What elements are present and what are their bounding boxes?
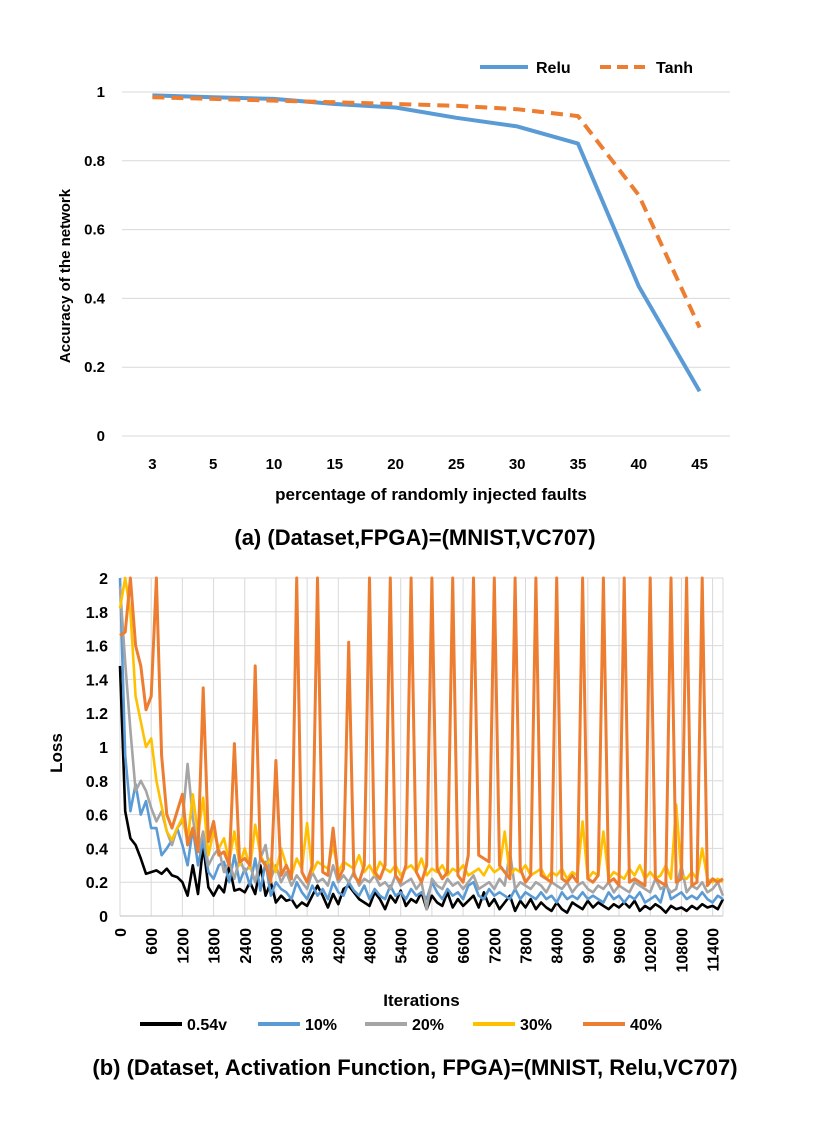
x-tick-label: 600 (144, 928, 161, 955)
y-tick-label: 1.8 (86, 605, 108, 622)
legend-label: 20% (412, 1017, 444, 1034)
series-line-tanh (152, 95, 702, 329)
series-line-30pct (118, 576, 724, 884)
x-tick-label: 6600 (456, 928, 473, 964)
legend-label: 40% (630, 1017, 662, 1034)
x-tick-label: 3 (148, 456, 156, 473)
y-tick-label: 2 (99, 571, 108, 588)
chart-loss-vs-iterations: 0 0.2 0.4 0.6 0.8 1 1.2 1.4 1.6 1.8 2 0 600 1200 1800 2… (47, 571, 738, 1080)
x-tick-label: 1800 (207, 928, 224, 964)
y-tick-label: 0.6 (86, 808, 108, 825)
y-tick-label: 1.2 (86, 706, 108, 723)
y-axis-label: Loss (47, 733, 66, 773)
caption-b: (b) (Dataset, Activation Function, FPGA)… (92, 1055, 737, 1080)
x-tick-label: 10800 (674, 928, 691, 973)
x-tick-label: 4800 (363, 928, 380, 964)
legend-label: 10% (305, 1017, 337, 1034)
x-tick-label: 10 (266, 456, 283, 473)
x-tick-label: 5 (209, 456, 217, 473)
y-tick-label: 0.8 (84, 153, 105, 170)
x-tick-label: 11400 (706, 928, 723, 972)
series-line-relu (152, 93, 702, 393)
y-tick-label: 0.4 (84, 290, 106, 307)
y-tick-label: 0.4 (86, 841, 108, 858)
x-tick-label: 4200 (331, 928, 348, 964)
x-tick-label: 6000 (425, 928, 442, 964)
x-tick-label: 8400 (550, 928, 567, 964)
x-tick-label: 2400 (238, 928, 255, 964)
legend-label: Tanh (656, 60, 693, 77)
legend-label: 30% (520, 1017, 552, 1034)
x-tick-label: 1200 (175, 928, 192, 964)
x-tick-label: 30 (509, 456, 526, 473)
legend-label: 0.54v (187, 1017, 227, 1034)
y-tick-label: 1.6 (86, 639, 108, 656)
x-axis-label: percentage of randomly injected faults (275, 485, 587, 504)
y-tick-label: 0.2 (86, 875, 108, 892)
y-tick-label: 0 (99, 909, 108, 926)
x-tick-label: 0 (113, 928, 130, 937)
x-tick-label: 20 (387, 456, 404, 473)
x-tick-label: 3600 (300, 928, 317, 964)
x-tick-label: 3000 (269, 928, 286, 964)
series-line-10pct (118, 577, 724, 904)
x-tick-label: 7800 (518, 928, 535, 964)
x-tick-label: 40 (630, 456, 647, 473)
x-tick-label: 7200 (487, 928, 504, 964)
y-tick-label: 1 (99, 740, 108, 757)
y-tick-label: 1.4 (86, 672, 108, 689)
x-tick-label: 45 (691, 456, 708, 473)
x-tick-label: 5400 (394, 928, 411, 964)
legend-label: Relu (536, 60, 571, 77)
chart-accuracy-vs-faults: 00.20.40.60.813 5 10 15 20 25 30 35 40 45percenta… (57, 60, 730, 550)
y-tick-label: 1 (97, 84, 105, 101)
x-tick-label: 15 (326, 456, 343, 473)
x-tick-label: 10200 (643, 928, 660, 973)
x-tick-label: 25 (448, 456, 465, 473)
x-tick-label: 9000 (581, 928, 598, 964)
y-tick-label: 0.2 (84, 359, 105, 376)
series-line-40pct (119, 576, 724, 888)
x-tick-label: 9600 (612, 928, 629, 964)
y-tick-label: 0.6 (84, 222, 105, 239)
x-tick-label: 35 (570, 456, 587, 473)
y-axis-label: Accuracy of the network (57, 188, 74, 363)
y-tick-label: 0.8 (86, 774, 108, 791)
x-axis-label: Iterations (383, 991, 460, 1010)
caption-a: (a) (Dataset,FPGA)=(MNIST,VC707) (234, 525, 595, 550)
y-tick-label: 0 (97, 428, 105, 445)
